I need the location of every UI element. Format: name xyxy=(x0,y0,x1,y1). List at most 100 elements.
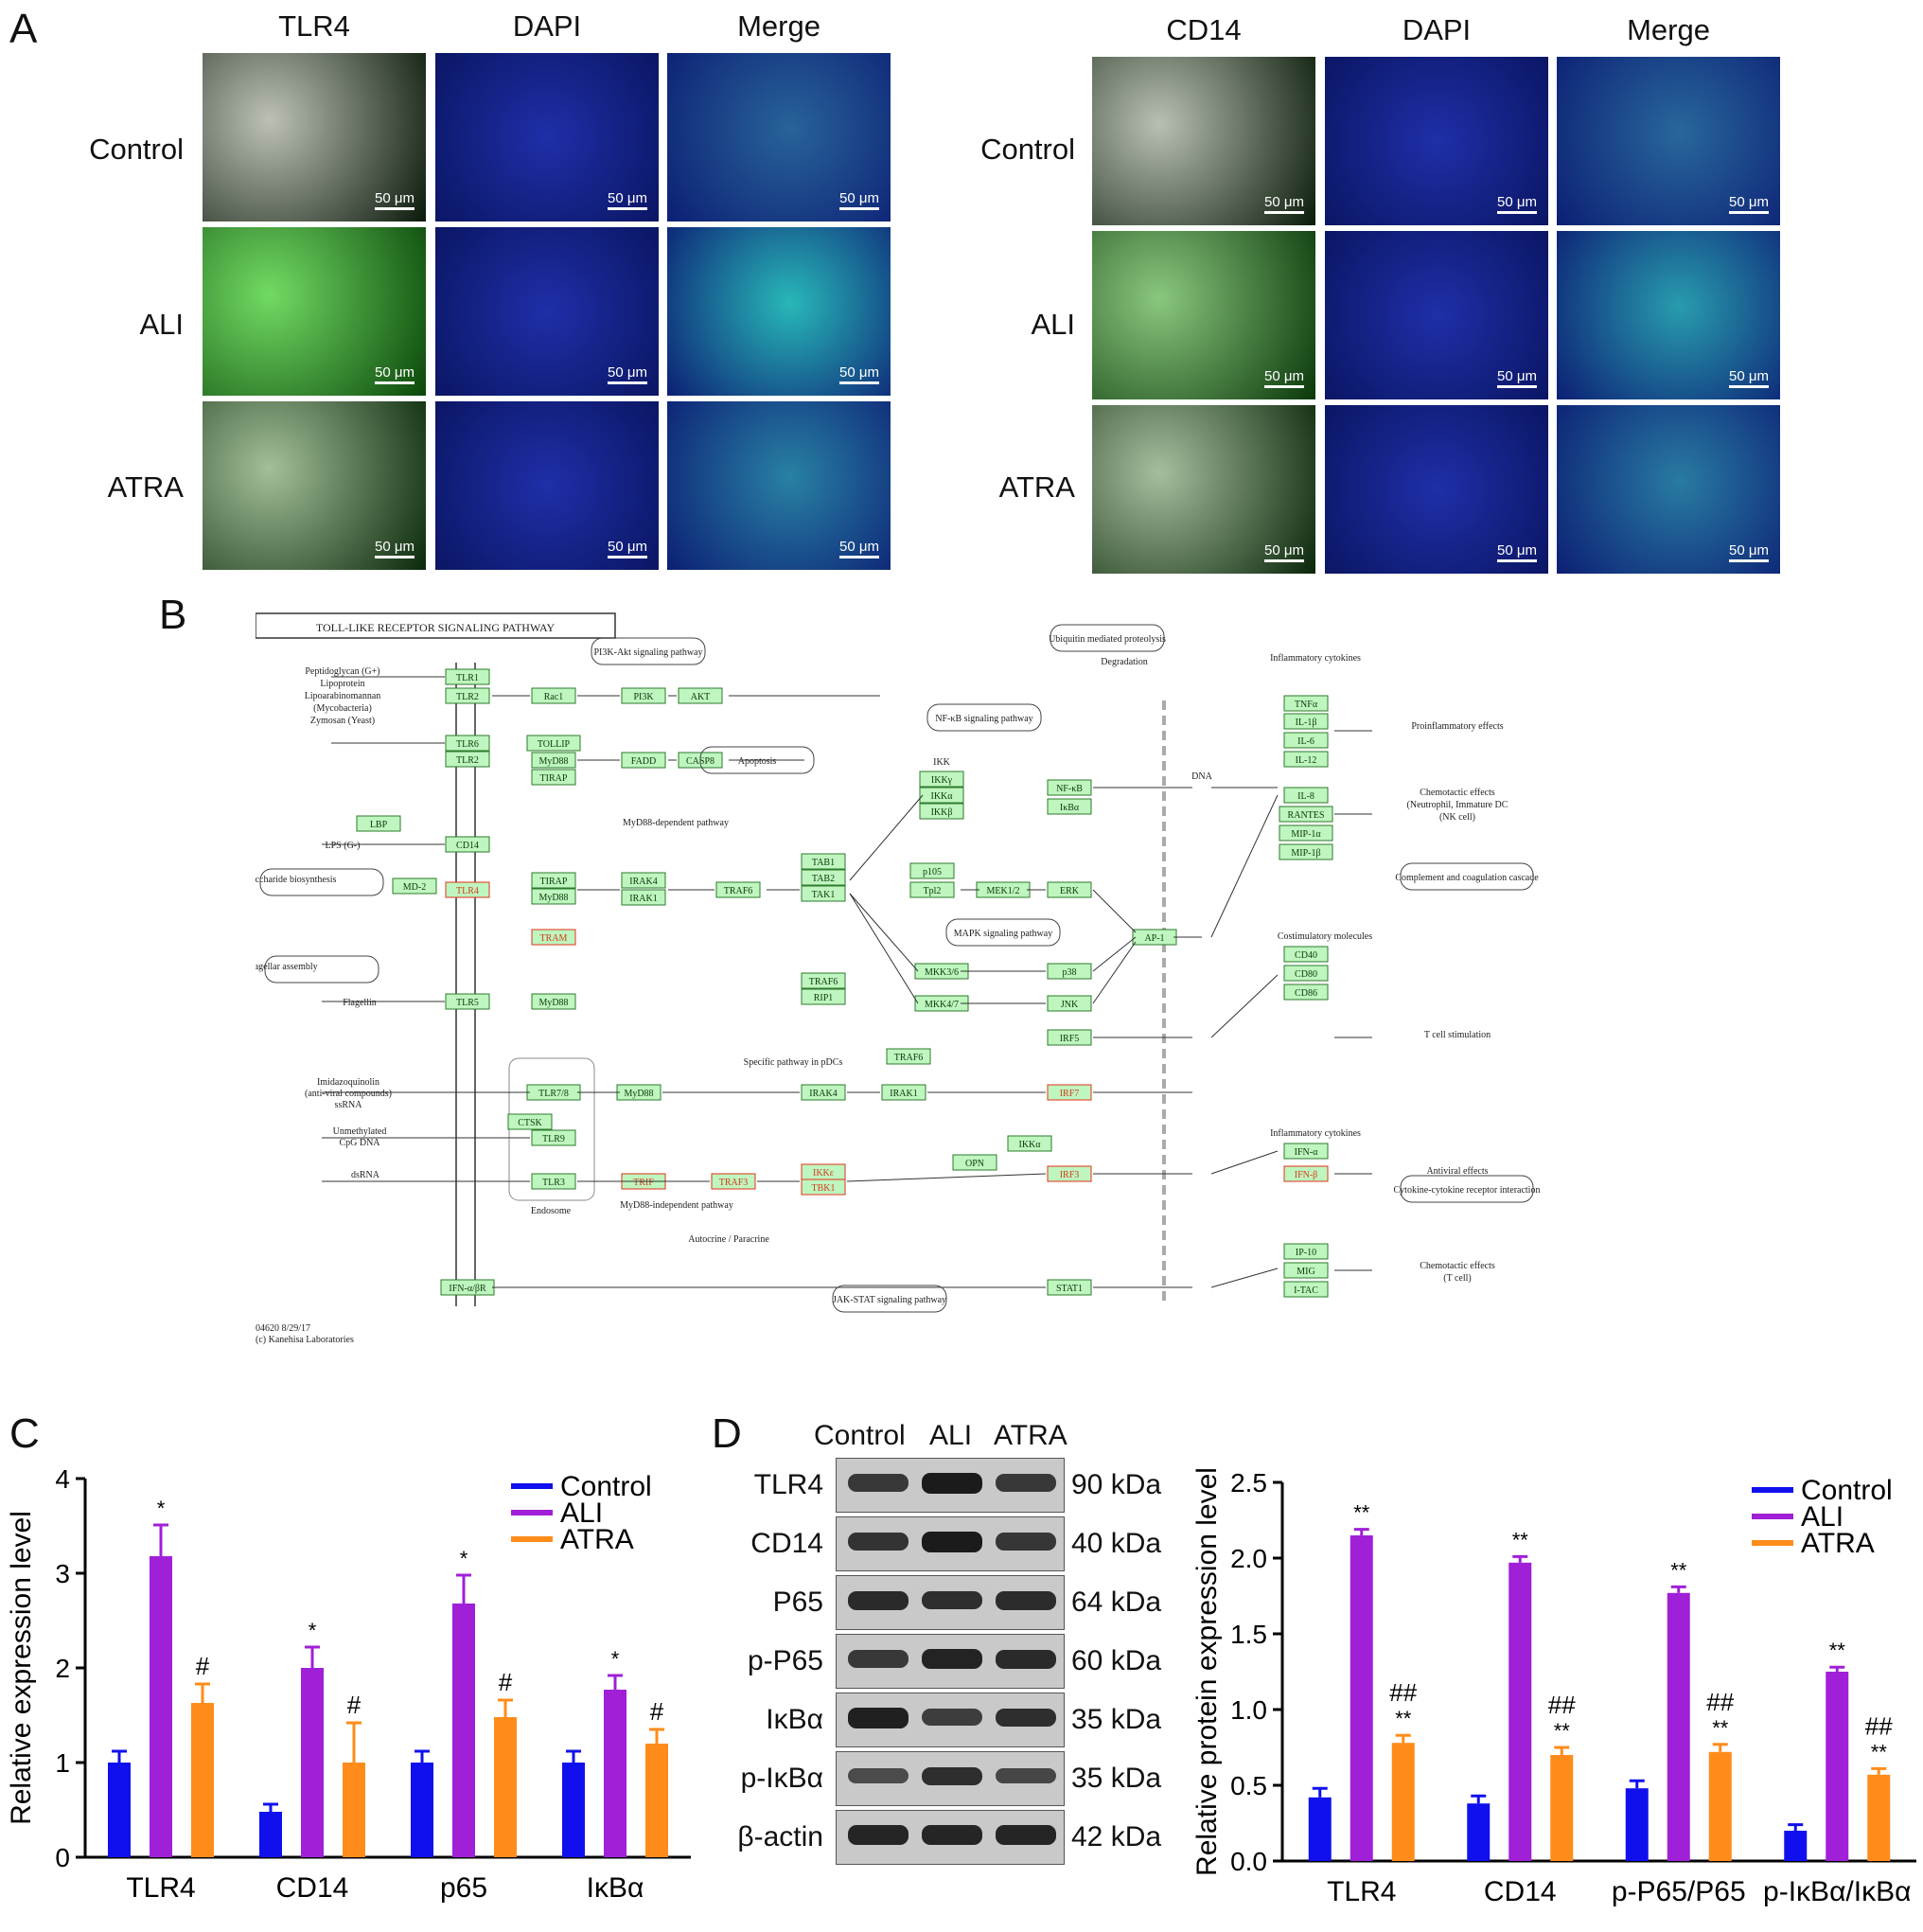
pathway-node-box xyxy=(445,881,490,898)
scale-bar: 50 μm xyxy=(1729,542,1769,562)
band xyxy=(922,1473,982,1494)
pathway-edge xyxy=(1210,1267,1279,1288)
scale-bar: 50 μm xyxy=(1264,368,1304,388)
scale-bar: 50 μm xyxy=(375,364,415,384)
pathway-node: STAT1 xyxy=(1056,1284,1083,1294)
pathway-node-box xyxy=(621,889,666,906)
micrograph-left-0-0: 50 μm xyxy=(203,53,426,222)
pathway-node: MIP-1α xyxy=(1291,829,1321,840)
pathway-node: TAB2 xyxy=(812,874,835,884)
pathway-node-box xyxy=(531,752,576,769)
linked-pathway-label: Complement and coagulation cascade xyxy=(1395,873,1539,883)
scale-bar-line xyxy=(375,556,415,558)
pathway-node-box xyxy=(1283,1281,1329,1298)
pathway-node: CD14 xyxy=(456,841,479,851)
pathway-node: IL-8 xyxy=(1297,791,1314,802)
pathway-node: RIP1 xyxy=(814,993,834,1003)
pathway-node-box xyxy=(1283,984,1329,1001)
pathway-node-box xyxy=(531,1129,576,1146)
scale-bar-line xyxy=(1264,211,1304,214)
y-tick-label: 4 xyxy=(55,1464,70,1494)
bar xyxy=(494,1717,517,1857)
band xyxy=(996,1767,1056,1784)
pathway-node-box xyxy=(445,687,490,704)
row-label-right-1: ALI xyxy=(1031,308,1075,341)
significance-mark: ** xyxy=(1512,1528,1529,1551)
pathway-label: MyD88-dependent pathway xyxy=(623,818,729,828)
row-label-left-0: Control xyxy=(89,133,184,166)
pathway-node-box xyxy=(1283,1165,1329,1182)
bar xyxy=(411,1763,433,1857)
pathway-label: Peptidoglycan (G+) xyxy=(305,666,379,677)
pathway-node: TLR2 xyxy=(456,692,479,702)
pathway-node: MEK1/2 xyxy=(987,886,1020,896)
linked-pathway-box xyxy=(1050,624,1165,652)
pathway-node-box xyxy=(801,972,846,989)
pathway-node-box xyxy=(621,687,666,704)
pathway-node: PI3K xyxy=(633,692,654,702)
pathway-node-box xyxy=(909,862,955,879)
bar xyxy=(1667,1592,1690,1861)
legend-label: ATRA xyxy=(560,1524,634,1555)
scale-bar: 50 μm xyxy=(1497,194,1537,214)
band xyxy=(922,1649,982,1670)
pathway-node: CD86 xyxy=(1295,988,1317,999)
lane-label-1: ALI xyxy=(929,1420,973,1451)
pathway-label: DNA xyxy=(1191,771,1212,782)
pathway-edge xyxy=(846,1173,1047,1182)
pathway-node: LBP xyxy=(370,820,388,830)
pathway-node-box xyxy=(886,1048,931,1065)
y-tick-label: 2.5 xyxy=(1230,1468,1267,1498)
linked-pathway-box xyxy=(591,637,706,665)
y-tick-label: 0.5 xyxy=(1230,1771,1267,1800)
pathway-node: MIG xyxy=(1297,1267,1314,1277)
pathway-node-box xyxy=(909,881,955,898)
micrograph-left-2-1: 50 μm xyxy=(435,401,659,570)
molecular-weight: 35 kDa xyxy=(1071,1704,1162,1735)
pathway-node: IRF5 xyxy=(1060,1034,1080,1044)
category-label: p-P65/P65 xyxy=(1612,1876,1746,1907)
panel-label-a: A xyxy=(9,6,38,52)
pathway-label: Lipoarabinomannan xyxy=(305,691,381,701)
pathway-node: TIRAP xyxy=(540,877,568,887)
linked-pathway-label: PI3K-Akt signaling pathway xyxy=(594,647,703,658)
y-tick-label: 3 xyxy=(55,1559,70,1588)
bar xyxy=(562,1763,585,1857)
band xyxy=(922,1590,982,1610)
micrograph-left-1-2: 50 μm xyxy=(667,227,891,396)
scale-bar: 50 μm xyxy=(608,190,647,210)
scale-bar-line xyxy=(1729,385,1769,388)
band xyxy=(996,1649,1056,1669)
pathway-node: p38 xyxy=(1063,967,1077,978)
scale-bar: 50 μm xyxy=(1497,542,1537,562)
pathway-node-box xyxy=(678,687,723,704)
pathway-node: TRIF xyxy=(633,1178,654,1188)
pathway-node: JNK xyxy=(1061,1000,1079,1010)
band xyxy=(848,1590,909,1610)
pathway-node: FADD xyxy=(631,756,656,767)
pathway-node: IRAK4 xyxy=(809,1089,837,1099)
scale-bar-line xyxy=(1497,211,1537,214)
pathway-node: Rac1 xyxy=(544,692,564,702)
pathway-node: IKKα xyxy=(1018,1140,1041,1150)
pathway-node-box xyxy=(952,1154,997,1171)
pathway-node: MKK3/6 xyxy=(925,967,959,978)
pathway-node: TLR5 xyxy=(456,998,479,1008)
linked-pathway-label: Ubiquitin mediated proteolysis xyxy=(1049,634,1166,645)
bar xyxy=(191,1703,214,1857)
pathway-node-box xyxy=(1283,1262,1329,1279)
lane-label-0: Control xyxy=(814,1420,906,1451)
lane-label-2: ATRA xyxy=(994,1420,1067,1451)
micrograph-right-1-1: 50 μm xyxy=(1325,231,1548,399)
band xyxy=(848,1533,909,1551)
y-tick-label: 2 xyxy=(55,1654,70,1683)
category-label: p65 xyxy=(440,1872,487,1904)
blot-label: CD14 xyxy=(750,1528,823,1559)
pathway-node: Tpl2 xyxy=(924,886,942,896)
scale-bar-label: 50 μm xyxy=(375,190,415,206)
pathway-node-box xyxy=(1283,732,1329,749)
micrograph-right-1-2: 50 μm xyxy=(1557,231,1780,399)
kegg-pathway-diagram: TOLL-LIKE RECEPTOR SIGNALING PATHWAY Endo… xyxy=(256,612,1540,1345)
pathway-node: MyD88 xyxy=(538,998,568,1008)
micrograph-right-0-1: 50 μm xyxy=(1325,57,1548,225)
